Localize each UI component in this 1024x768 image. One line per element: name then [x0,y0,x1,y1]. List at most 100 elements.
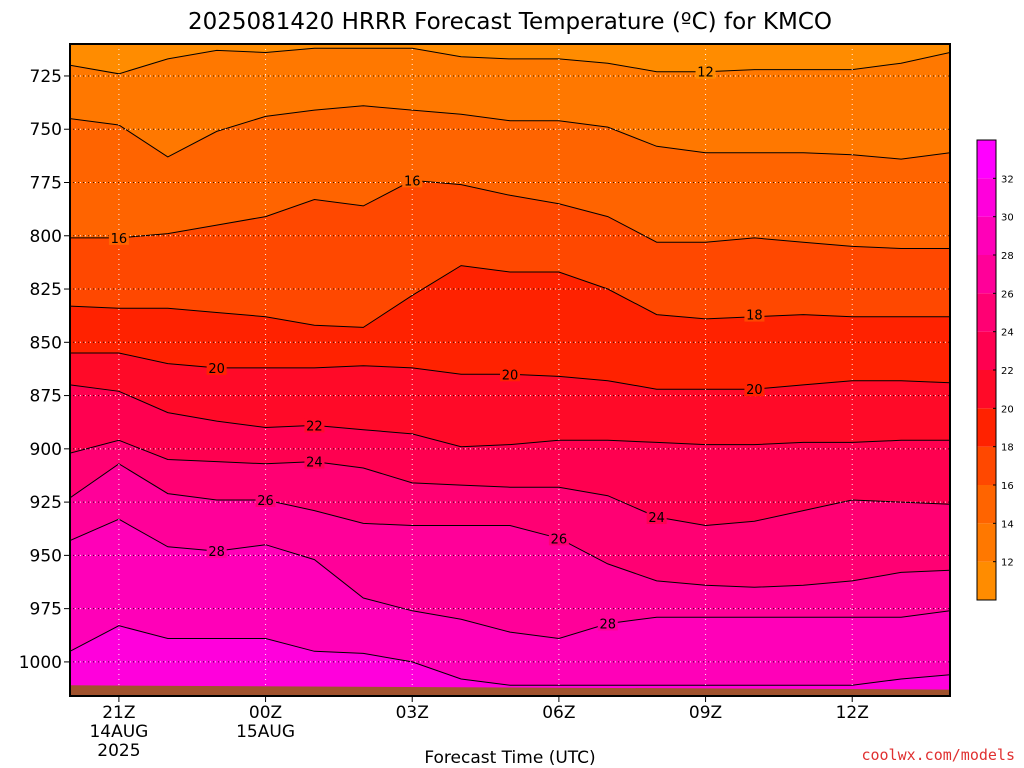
contour-line-30 [70,625,950,686]
colorbar-segment [977,178,996,217]
contour-label-bg [744,382,765,397]
colorbar-tick-label: 24 [1001,328,1014,339]
contour-label-bg [304,454,325,469]
y-tick-label: 950 [30,546,62,566]
contour-label-18: 18 [746,309,763,324]
colorbar-segment [977,561,996,600]
colorbar-tick-label: 22 [1001,366,1014,377]
contour-label-28: 28 [208,545,225,560]
contour-line-22 [70,384,950,448]
contour-label-20: 20 [208,362,225,377]
contour-label-24: 24 [648,511,665,526]
colorbar-tick-label: 30 [1001,213,1014,224]
x-tick-label: 12Z [836,703,869,723]
contour-label-bg [304,418,325,433]
contour-label-bg [646,510,667,525]
chart-title: 2025081420 HRRR Forecast Temperature (ºC… [188,9,832,35]
plot-area: 12 16 16 18 20 20 20 22 24 24 26 26 28 28 [70,44,950,696]
colorbar-tick-label: 16 [1001,481,1014,492]
contour-label-bg [206,544,227,559]
colorbar: 12 14 16 18 20 22 24 26 28 30 32 [976,139,1014,601]
temperature-band [70,384,950,526]
colorbar-segment [977,216,996,255]
contour-label-24: 24 [306,456,323,471]
contour-label-bg [597,616,618,631]
colorbar-segment [977,293,996,332]
temperature-band [70,463,950,639]
contour-line-16 [70,179,950,249]
contour-label-26: 26 [551,532,568,547]
y-tick-label: 850 [30,333,62,353]
y-tick-label: 1000 [19,653,62,673]
colorbar-segment [977,331,996,370]
colorbar-tick-label: 28 [1001,251,1014,262]
contour-label-bg [255,492,276,507]
x-tick-year: 2025 [97,741,140,761]
contour-labels: 12 16 16 18 20 20 20 22 24 24 26 26 28 28 [108,64,765,633]
colorbar-segment [977,255,996,294]
credit-text: coolwx.com/models [861,746,1015,764]
temperature-band [70,625,950,696]
ground-layer [70,685,950,696]
contour-label-16: 16 [111,232,128,247]
temperature-bands [70,44,950,696]
colorbar-tick-label: 32 [1001,174,1014,185]
contour-label-22: 22 [306,419,323,434]
contour-label-20: 20 [746,383,763,398]
colorbar-tick-label: 18 [1001,443,1014,454]
x-tick-label: 21Z [102,703,135,723]
contour-line-12 [70,47,950,75]
colorbar-tick-label: 26 [1001,289,1014,300]
y-tick-label: 875 [30,387,62,407]
contour-label-20: 20 [502,368,519,383]
x-tick-date: 15AUG [236,722,295,742]
contour-label-16: 16 [404,174,421,189]
colorbar-tick-label: 20 [1001,404,1014,415]
x-tick-date: 14AUG [89,722,148,742]
temperature-band [70,353,950,447]
y-tick-label: 900 [30,440,62,460]
contour-line-18 [70,265,950,328]
contour-label-bg [500,367,520,382]
y-tick-label: 775 [30,173,62,193]
x-tick-label: 06Z [542,703,575,723]
x-tick-label: 03Z [396,703,429,723]
y-tick-label: 725 [30,67,62,87]
contour-line-24 [70,439,950,527]
temperature-band [70,105,950,249]
y-tick-label: 975 [30,600,62,620]
temperature-band [70,180,950,328]
contour-label-28: 28 [600,618,617,633]
colorbar-segment [977,446,996,485]
contour-label-bg [548,531,569,546]
colorbar-segment [977,523,996,562]
contour-label-bg [402,173,423,188]
contour-label-bg [108,230,129,245]
contour-label-12: 12 [697,66,714,81]
contour-label-26: 26 [257,494,274,509]
grid-lines [70,44,950,696]
temperature-band [70,519,950,686]
contour-lines [70,47,950,686]
x-tick-label: 00Z [249,703,282,723]
x-axis-title: Forecast Time (UTC) [424,748,595,768]
colorbar-segment [977,140,996,179]
colorbar-segment [977,408,996,447]
contour-label-bg [695,64,716,79]
colorbar-segment [977,370,996,409]
contour-line-26 [70,463,950,588]
temperature-band [70,440,950,588]
contour-label-bg [744,307,765,322]
y-tick-label: 800 [30,227,62,247]
x-tick-label: 09Z [689,703,722,723]
y-tick-label: 825 [30,280,62,300]
colorbar-tick-label: 12 [1001,558,1014,569]
ground-surface [70,685,950,696]
contour-label-bg [206,360,227,375]
y-axis: 725 750 775 800 825 850 875 900 925 950 975 1000 [19,67,70,673]
colorbar-segment [977,485,996,524]
contour-line-14 [70,105,950,160]
y-tick-label: 750 [30,120,62,140]
